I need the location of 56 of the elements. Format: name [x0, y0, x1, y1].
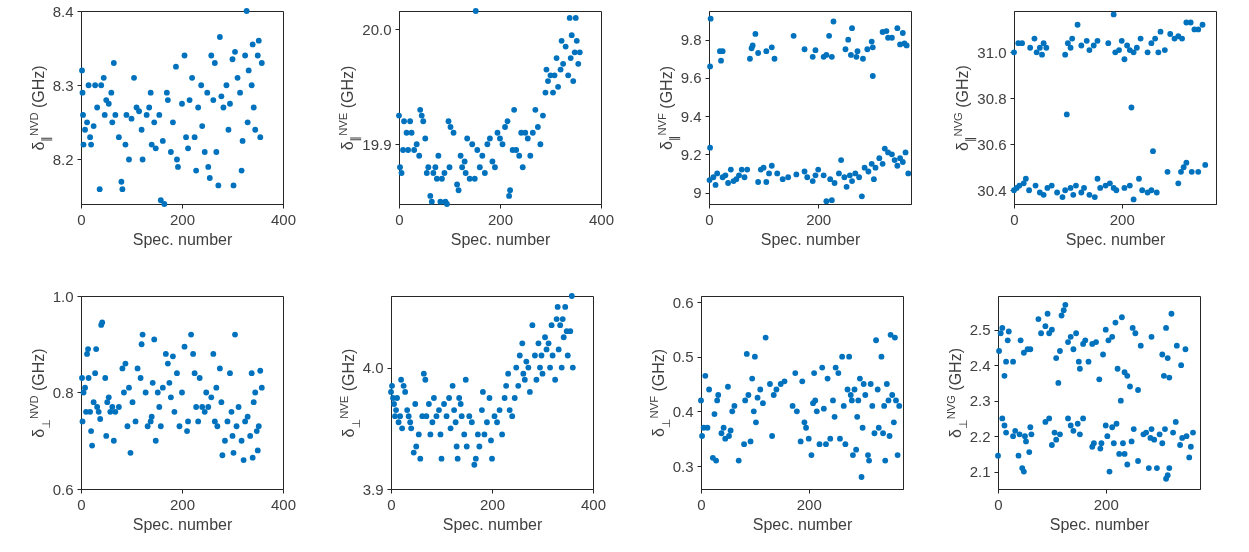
x-tick-label: 400	[580, 495, 607, 513]
y-tick-label: 0.6	[52, 480, 74, 498]
x-axis-title: Spec. number	[1065, 230, 1166, 248]
y-tick-label: 20.0	[362, 20, 392, 38]
x-tick-label: 200	[796, 495, 822, 513]
y-tick-label: 31.0	[977, 43, 1007, 61]
y-tick-label: 9.8	[680, 31, 702, 49]
x-axis-title: Spec. number	[1049, 515, 1150, 533]
x-tick-label: 400	[270, 210, 297, 228]
y-tick-label: 0.4	[672, 402, 694, 420]
x-axis-title: Spec. number	[132, 230, 233, 248]
x-axis-title: Spec. number	[752, 515, 853, 533]
y-tick-label: 8.2	[52, 150, 74, 168]
x-tick-label: 0	[1010, 210, 1019, 228]
y-tick-label: 0.5	[672, 348, 694, 366]
x-tick-label: 200	[806, 210, 832, 228]
x-tick-label: 200	[487, 210, 514, 228]
y-tick-label: 8.4	[52, 2, 74, 20]
x-tick-label: 200	[479, 495, 506, 513]
x-axis-title: Spec. number	[132, 515, 233, 533]
y-tick-label: 4.0	[362, 359, 384, 377]
y-tick-label: 8.3	[52, 76, 74, 94]
x-tick-label: 0	[697, 495, 706, 513]
y-tick-label: 9.4	[680, 107, 702, 125]
x-tick-label: 200	[169, 210, 196, 228]
y-tick-label: 9.2	[680, 145, 702, 163]
y-tick-label: 9.6	[680, 69, 702, 87]
y-tick-label: 30.6	[977, 135, 1007, 153]
x-tick-label: 200	[1109, 210, 1135, 228]
x-tick-label: 0	[994, 495, 1003, 513]
y-tick-label: 9	[693, 184, 702, 202]
x-tick-label: 200	[169, 495, 196, 513]
x-tick-label: 0	[77, 210, 86, 228]
x-tick-label: 0	[705, 210, 714, 228]
x-tick-label: 0	[387, 495, 396, 513]
x-axis-title: Spec. number	[760, 230, 861, 248]
x-axis-title: Spec. number	[442, 515, 543, 533]
y-tick-label: 2.4	[969, 356, 991, 374]
x-tick-label: 400	[588, 210, 615, 228]
x-axis-title: Spec. number	[450, 230, 551, 248]
y-tick-label: 2.5	[969, 321, 991, 339]
x-tick-label: 0	[395, 210, 404, 228]
y-tick-label: 2.3	[969, 392, 991, 410]
y-tick-label: 3.9	[362, 480, 384, 498]
y-tick-label: 30.8	[977, 89, 1007, 107]
y-tick-label: 19.9	[362, 135, 392, 153]
x-tick-label: 400	[270, 495, 297, 513]
y-tick-label: 2.1	[969, 463, 991, 481]
y-tick-label: 0.6	[672, 293, 694, 311]
y-tick-label: 1.0	[52, 287, 74, 305]
x-tick-label: 0	[77, 495, 86, 513]
x-tick-label: 200	[1093, 495, 1119, 513]
y-tick-label: 2.2	[969, 427, 991, 445]
y-tick-label: 0.3	[672, 457, 694, 475]
y-tick-label: 30.4	[977, 181, 1007, 199]
y-tick-label: 0.8	[52, 384, 74, 401]
